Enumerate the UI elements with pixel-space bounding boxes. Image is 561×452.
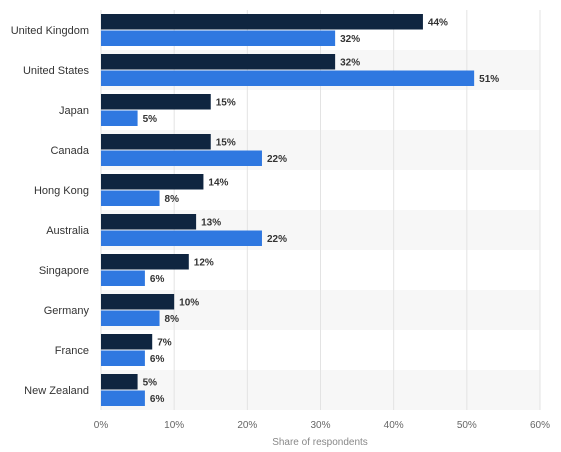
x-tick-label: 0%	[94, 420, 109, 431]
data-label: 32%	[340, 34, 360, 45]
data-label: 6%	[150, 354, 165, 365]
category-label: France	[55, 345, 89, 357]
data-label: 5%	[143, 377, 158, 388]
bar	[101, 70, 475, 86]
x-tick-label: 10%	[164, 420, 184, 431]
category-label: Japan	[59, 105, 89, 117]
data-label: 15%	[216, 137, 236, 148]
category-label: United Kingdom	[11, 25, 89, 37]
data-label: 5%	[143, 114, 158, 125]
bar	[101, 190, 160, 206]
data-label: 12%	[194, 257, 214, 268]
bar	[101, 374, 138, 390]
bar	[101, 270, 145, 286]
category-label: Canada	[50, 145, 89, 157]
bar	[101, 174, 204, 190]
bar	[101, 350, 145, 366]
x-tick-label: 50%	[457, 420, 477, 431]
data-label: 8%	[165, 194, 180, 205]
bar	[101, 254, 189, 270]
x-tick-labels: 0% 10% 20% 30% 40% 50% 60%	[94, 420, 550, 431]
data-label: 15%	[216, 97, 236, 108]
bar	[101, 94, 211, 110]
data-label: 6%	[150, 274, 165, 285]
data-label: 51%	[479, 74, 499, 85]
data-label: 13%	[201, 217, 221, 228]
bar	[101, 54, 336, 70]
data-label: 32%	[340, 57, 360, 68]
data-label: 22%	[267, 154, 287, 165]
x-tick-label: 40%	[384, 420, 404, 431]
data-label: 7%	[157, 337, 172, 348]
category-label: Germany	[44, 305, 90, 317]
bar	[101, 294, 175, 310]
data-label: 14%	[208, 177, 228, 188]
bar	[101, 214, 197, 230]
data-label: 8%	[165, 314, 180, 325]
data-label: 22%	[267, 234, 287, 245]
category-labels: United Kingdom United States Japan Canada Ho…	[11, 25, 90, 397]
bar	[101, 134, 211, 150]
bar	[101, 310, 160, 326]
bar	[101, 230, 262, 246]
x-axis-title: Share of respondents	[272, 437, 368, 448]
x-tick-label: 20%	[237, 420, 257, 431]
data-label: 10%	[179, 297, 199, 308]
bar	[101, 30, 336, 46]
bar	[101, 334, 153, 350]
bar	[101, 110, 138, 126]
bar	[101, 150, 262, 166]
x-tick-label: 30%	[310, 420, 330, 431]
bar	[101, 390, 145, 406]
category-label: Australia	[46, 225, 90, 237]
category-label: United States	[23, 65, 90, 77]
category-label: New Zealand	[24, 385, 89, 397]
category-label: Hong Kong	[34, 185, 89, 197]
data-label: 44%	[428, 17, 448, 28]
x-tick-label: 60%	[530, 420, 550, 431]
category-label: Singapore	[39, 265, 89, 277]
data-label: 6%	[150, 394, 165, 405]
bars: 44% 32% 32% 51% 15% 5% 15% 22% 14% 8% 13% 22% 12% 6% 1…	[101, 14, 499, 406]
bar	[101, 14, 423, 30]
